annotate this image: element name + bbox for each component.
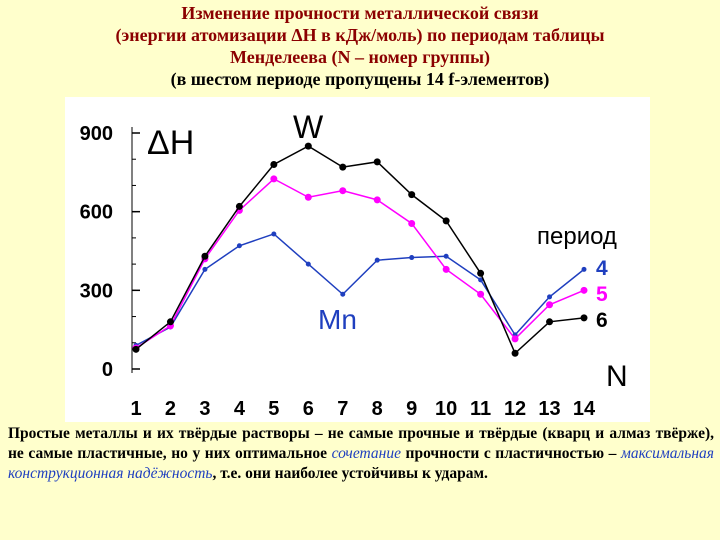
y-tick-label: 300: [80, 280, 113, 302]
title-line-4: (в шестом периоде пропущены 14 f-элемент…: [170, 69, 550, 89]
title-line-1: Изменение прочности металлической связи: [181, 3, 539, 23]
data-point-period-4: [305, 261, 311, 267]
title-line-2: (энергии атомизации ΔH в кДж/моль) по пе…: [115, 25, 605, 45]
data-point-period-6: [477, 269, 485, 277]
data-point-period-4: [547, 294, 553, 300]
data-point-period-5: [339, 187, 347, 195]
data-point-period-6: [132, 345, 140, 353]
x-tick-label: 13: [538, 398, 560, 420]
data-point-period-5: [546, 301, 554, 309]
y-tick-label: 600: [80, 202, 113, 224]
data-point-period-5: [511, 335, 519, 343]
data-point-period-5: [442, 265, 450, 273]
data-point-period-6: [580, 314, 588, 322]
data-point-period-5: [580, 286, 588, 294]
data-point-period-5: [477, 290, 485, 298]
data-point-period-6: [201, 252, 209, 260]
data-point-period-4: [478, 277, 484, 283]
data-point-period-4: [374, 257, 380, 263]
title-line-3: Менделеева (N – номер группы): [229, 47, 491, 67]
data-point-period-5: [270, 175, 278, 183]
x-tick-label: 12: [504, 398, 526, 420]
data-point-period-6: [546, 318, 554, 326]
legend-entry-period-4: 4: [596, 257, 608, 280]
data-point-period-4: [443, 253, 449, 259]
x-tick-label: 9: [406, 398, 417, 420]
y-tick-label: 900: [80, 123, 113, 145]
caption-part-1: Простые металлы и их твёрдые растворы – …: [8, 425, 714, 462]
data-point-period-5: [373, 196, 381, 204]
x-tick-label: 7: [337, 398, 348, 420]
data-point-period-4: [202, 266, 208, 272]
x-tick-label: 1: [130, 398, 141, 420]
data-point-period-4: [340, 291, 346, 297]
y-tick-label: 0: [102, 359, 113, 381]
series-line-period-5: [135, 177, 585, 349]
x-tick-label: 14: [573, 398, 596, 420]
x-tick-label: 8: [372, 398, 383, 420]
legend-entry-period-6: 6: [596, 309, 608, 332]
legend-entry-period-5: 5: [596, 283, 608, 306]
data-point-period-6: [511, 349, 519, 357]
series-line-period-4: [135, 233, 585, 347]
x-tick-label: 5: [268, 398, 279, 420]
data-point-period-4: [236, 243, 242, 249]
legend-title: период: [537, 223, 617, 250]
data-point-period-5: [304, 193, 312, 201]
data-point-period-6: [166, 318, 174, 326]
x-tick-label: 4: [234, 398, 246, 420]
annotation-mn: Mn: [318, 304, 357, 335]
data-point-period-4: [271, 231, 277, 237]
data-point-period-4: [409, 255, 415, 261]
x-tick-label: 10: [435, 398, 457, 420]
data-point-period-6: [408, 191, 416, 199]
slide-title: Изменение прочности металлической связи …: [0, 2, 720, 90]
data-point-period-6: [339, 163, 347, 171]
data-point-period-6: [373, 158, 381, 166]
caption-highlight-1: сочетание: [331, 445, 401, 462]
y-axis-label: ΔH: [147, 124, 194, 162]
x-tick-label: 6: [303, 398, 314, 420]
data-point-period-6: [304, 142, 312, 150]
data-point-period-4: [581, 266, 587, 272]
series-line-period-6: [135, 145, 585, 355]
x-tick-label: 2: [165, 398, 176, 420]
data-point-period-6: [270, 160, 278, 168]
x-tick-label: 11: [470, 398, 491, 420]
x-tick-label: 3: [199, 398, 210, 420]
data-point-period-6: [442, 217, 450, 225]
annotation-w: W: [293, 109, 324, 145]
caption-text: Простые металлы и их твёрдые растворы – …: [8, 424, 714, 484]
x-axis-label: N: [606, 360, 628, 393]
caption-part-2: прочности с пластичностью –: [400, 445, 621, 462]
caption-part-3: , т.е. они наиболее устойчивы к ударам.: [212, 465, 488, 482]
data-point-period-5: [408, 219, 416, 227]
data-point-period-6: [235, 202, 243, 210]
caption-highlight-2: максимальная конструкционная надёжность: [8, 445, 714, 482]
